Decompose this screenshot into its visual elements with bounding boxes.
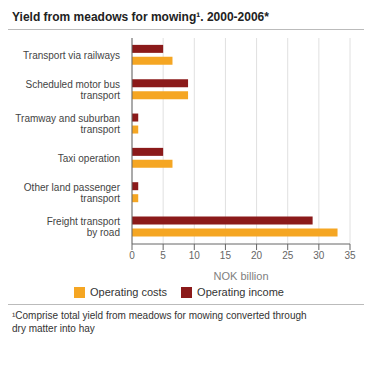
svg-text:30: 30 — [313, 250, 325, 261]
svg-text:Tramway and suburbantransport: Tramway and suburbantransport — [15, 113, 120, 135]
html-text:Operating costs: Operating costs — [90, 286, 168, 298]
svg-text:20: 20 — [251, 250, 263, 261]
svg-text:0: 0 — [129, 250, 135, 261]
svg-text:Other land passengertransport: Other land passengertransport — [24, 182, 121, 204]
html-text:Yield from meadows for mowing¹: Yield from meadows for mowing¹. 2000-200… — [12, 10, 269, 24]
html-text:Operating income: Operating income — [197, 286, 284, 298]
svg-text:5: 5 — [160, 250, 166, 261]
svg-text:Scheduled motor bustransport: Scheduled motor bustransport — [25, 79, 120, 101]
svg-text:NOK billion: NOK billion — [213, 270, 268, 282]
svg-text:Taxi operation: Taxi operation — [58, 153, 120, 164]
svg-text:Transport via railways: Transport via railways — [23, 50, 120, 61]
html-text:¹Comprise total yield from mea: ¹Comprise total yield from meadows for m… — [12, 310, 307, 334]
svg-text:15: 15 — [220, 250, 232, 261]
svg-text:25: 25 — [282, 250, 294, 261]
svg-text:Freight transportby road: Freight transportby road — [47, 216, 121, 238]
svg-text:35: 35 — [344, 250, 356, 261]
svg-text:10: 10 — [189, 250, 201, 261]
